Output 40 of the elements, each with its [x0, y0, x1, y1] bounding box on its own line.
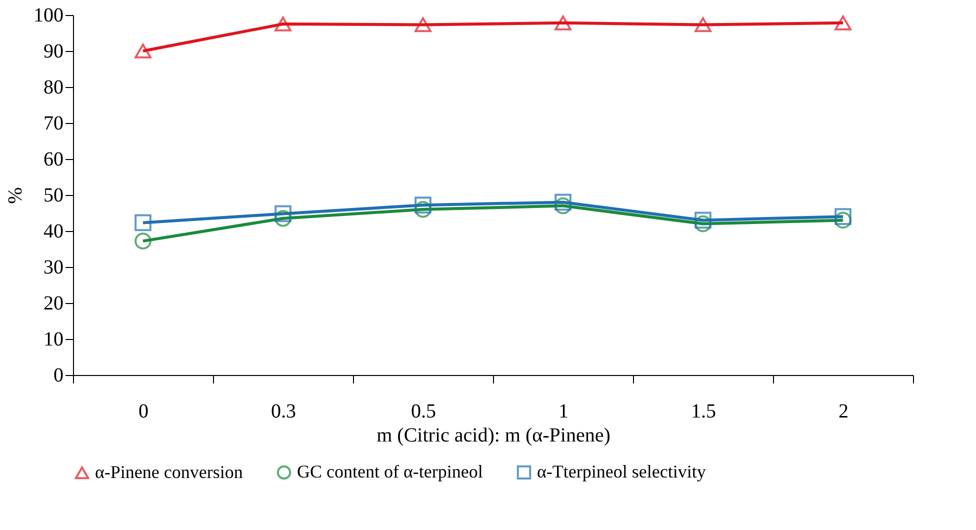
legend-label: α-Tterpineol selectivity — [537, 461, 706, 482]
y-tick-label: 10 — [44, 328, 64, 350]
x-tick-label: 0.5 — [411, 400, 436, 422]
y-tick-label: 90 — [44, 40, 64, 62]
point — [414, 17, 432, 32]
point — [834, 15, 852, 30]
point — [134, 44, 152, 58]
point — [834, 208, 852, 226]
point — [694, 212, 712, 229]
x-tick-label: 0 — [138, 400, 148, 422]
point — [554, 194, 572, 211]
legend-label: GC content of α-terpineol — [297, 461, 483, 482]
point — [274, 16, 292, 32]
point — [134, 232, 152, 250]
point — [414, 196, 432, 214]
point — [694, 17, 712, 32]
point — [414, 201, 432, 218]
y-tick-label: 50 — [44, 184, 64, 206]
point — [834, 212, 852, 229]
x-axis-title: m (Citric acid): m (α-Pinene) — [376, 424, 610, 446]
x-tick-label: 0.3 — [271, 400, 296, 422]
y-tick-label: 40 — [44, 220, 64, 242]
y-tick-label: 60 — [44, 148, 64, 170]
point — [554, 197, 572, 214]
y-tick-label: 100 — [34, 4, 64, 26]
x-tick-label: 1 — [558, 400, 568, 422]
point — [694, 215, 712, 232]
y-tick-label: 20 — [44, 292, 64, 314]
point — [134, 214, 152, 232]
x-tick-label: 1.5 — [691, 400, 716, 422]
point — [554, 15, 572, 30]
y-axis-title: % — [4, 187, 26, 204]
point — [274, 205, 292, 222]
legend-label: α-Pinene conversion — [95, 462, 243, 482]
y-tick-label: 70 — [44, 112, 64, 134]
y-tick-label: 0 — [54, 364, 64, 386]
y-tick-label: 80 — [44, 76, 64, 98]
y-tick-label: 30 — [44, 256, 64, 278]
point — [274, 210, 292, 227]
x-tick-label: 2 — [838, 400, 848, 422]
